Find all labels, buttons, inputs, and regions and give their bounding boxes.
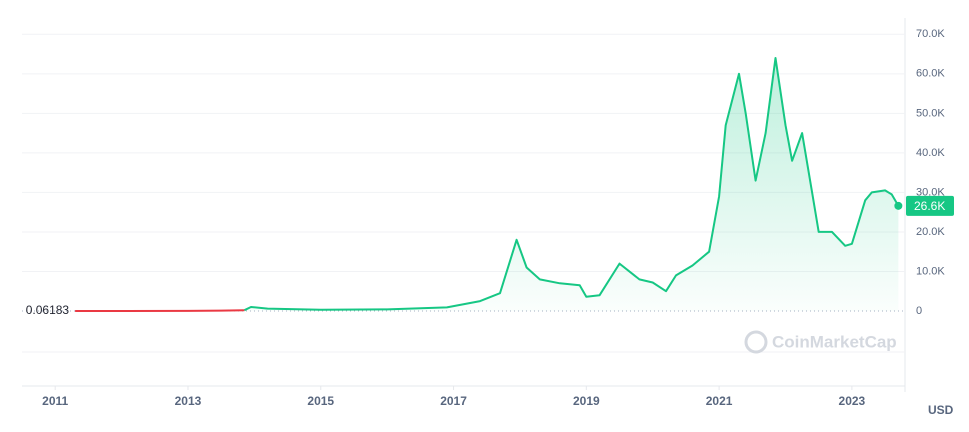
y-tick-label: 20.0K — [916, 226, 945, 238]
watermark: CoinMarketCap — [772, 332, 897, 351]
area — [244, 58, 899, 311]
start-label: 0.06183 — [26, 303, 70, 317]
x-tick-label: 2019 — [573, 394, 600, 408]
y-tick-label: 60.0K — [916, 68, 945, 80]
logo — [744, 330, 768, 354]
currency-label: USD — [928, 403, 954, 417]
price-line — [243, 57, 900, 312]
y-tick-label: 30.0K — [916, 186, 945, 198]
x-tick-label: 2011 — [42, 394, 68, 408]
y-tick-label: 10.0K — [916, 265, 945, 277]
y-tick-label: 50.0K — [916, 107, 945, 119]
x-tick-label: 2013 — [175, 394, 202, 408]
price-line — [75, 309, 245, 312]
price-badge-label: 26.6K — [914, 199, 945, 213]
x-tick-label: 2021 — [706, 394, 733, 408]
x-tick-label: 2015 — [307, 394, 334, 408]
x-tick-label: 2023 — [839, 394, 866, 408]
last-point — [894, 201, 903, 210]
price-badge — [906, 195, 954, 216]
y-tick-label: 0 — [916, 305, 922, 317]
x-tick-label: 2017 — [440, 394, 467, 408]
y-tick-label: 40.0K — [916, 147, 945, 159]
y-tick-label: 70.0K — [916, 28, 945, 40]
